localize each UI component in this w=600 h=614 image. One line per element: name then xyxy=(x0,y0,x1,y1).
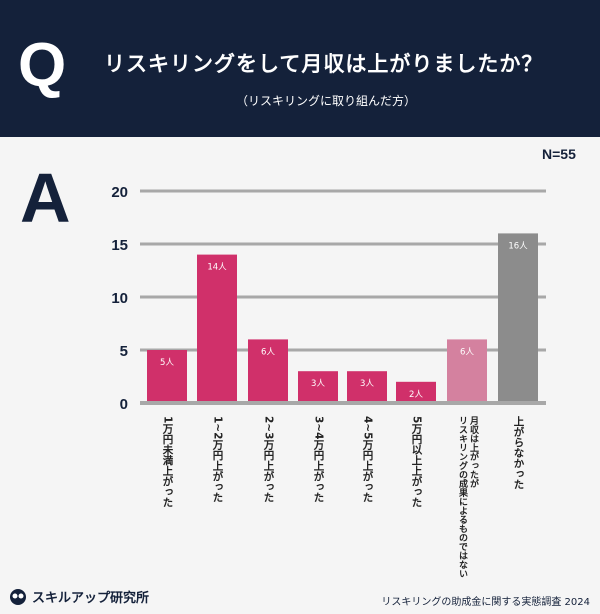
x-tick-label: 1~2万円上がった xyxy=(211,416,224,503)
x-tick-label: 3~4万円上がった xyxy=(312,416,325,503)
x-tick-label: 5万円以上上がった xyxy=(410,416,423,508)
y-tick-label: 20 xyxy=(111,184,128,201)
question-subtitle: （リスキリングに取り組んだ方） xyxy=(236,94,417,108)
a-mark: A xyxy=(20,159,71,237)
q-mark: Q xyxy=(18,31,67,100)
bar xyxy=(447,339,487,401)
data-label: 3人 xyxy=(311,379,325,389)
x-tick-label: 1万円未満上がった xyxy=(161,416,174,508)
question-title: リスキリングをして月収は上がりましたか？ xyxy=(104,52,544,76)
y-tick-label: 15 xyxy=(111,237,128,254)
x-tick-label: 上がらなかった xyxy=(512,416,525,490)
data-label: 6人 xyxy=(261,347,275,357)
bar xyxy=(498,233,538,401)
bar xyxy=(347,371,387,401)
y-tick-label: 0 xyxy=(120,396,128,413)
bar xyxy=(396,381,436,401)
bar xyxy=(147,350,187,401)
source-note: リスキリングの助成金に関する実態調査 2024 xyxy=(381,597,590,608)
data-label: 16人 xyxy=(508,241,528,251)
bar xyxy=(298,371,338,401)
data-label: 5人 xyxy=(160,358,174,368)
data-label: 14人 xyxy=(207,263,227,273)
x-tick-label: 4~5万円上がった xyxy=(361,416,374,503)
brand-logo: スキルアップ研究所 xyxy=(8,586,149,606)
brand-name: スキルアップ研究所 xyxy=(32,590,150,606)
y-tick-label: 10 xyxy=(111,290,128,307)
data-label: 3人 xyxy=(360,379,374,389)
sample-size: N=55 xyxy=(542,146,576,162)
header: Q リスキリングをして月収は上がりましたか？ （リスキリングに取り組んだ方） xyxy=(0,0,600,137)
data-label: 2人 xyxy=(409,390,423,400)
bar xyxy=(197,254,237,401)
bar xyxy=(248,339,288,401)
data-label: 6人 xyxy=(460,347,474,357)
y-tick-label: 5 xyxy=(120,343,128,360)
owl-icon xyxy=(10,589,26,605)
x-tick-label: 2~3万円上がった xyxy=(262,416,275,503)
x-tick-label: 月収は上がったが リスキリングの成果によるものではない xyxy=(457,416,478,578)
